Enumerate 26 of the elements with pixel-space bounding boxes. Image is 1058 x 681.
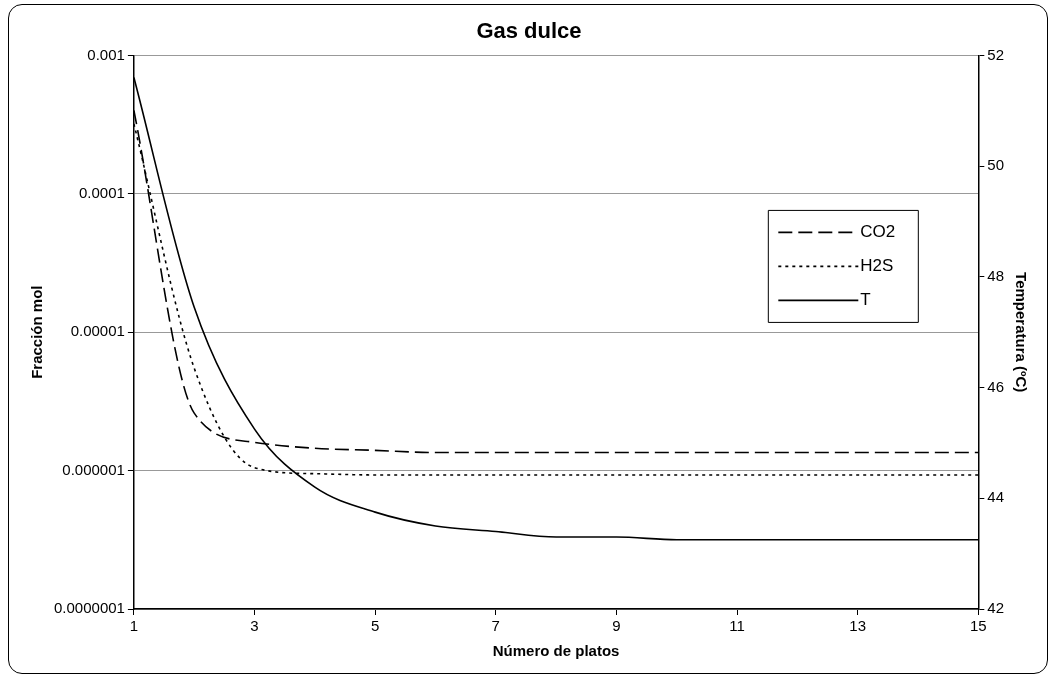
legend-label: CO2	[860, 222, 896, 242]
x-tick-label: 13	[849, 617, 867, 635]
y-tick-label: 0.000001	[62, 460, 125, 478]
x-tick-label: 7	[491, 617, 500, 635]
y-tick-label: 0.0001	[79, 183, 125, 201]
y2-tick-label: 46	[987, 377, 1004, 395]
x-tick-label: 15	[969, 617, 987, 635]
y2-tick-label: 44	[987, 488, 1004, 506]
y2-tick-label: 50	[987, 156, 1004, 174]
x-axis-title: Número de platos	[492, 642, 620, 660]
y-axis-title: Fracción mol	[28, 285, 46, 379]
x-tick-label: 9	[612, 617, 621, 635]
x-tick-label: 5	[370, 617, 380, 635]
y-tick-label: 0.00001	[70, 322, 125, 340]
y-tick-label: 0.001	[87, 45, 125, 63]
y-tick-label: 0.0000001	[54, 599, 125, 617]
y2-axis-title: Temperatura (ºC)	[1012, 272, 1030, 393]
x-tick-label: 11	[729, 617, 745, 635]
legend-label: H2S	[860, 256, 894, 276]
legend-label: T	[860, 290, 871, 310]
y2-tick-label: 48	[987, 266, 1004, 284]
x-tick-label: 3	[250, 617, 259, 635]
x-tick-label: 1	[129, 617, 139, 635]
chart-title: Gas dulce	[476, 18, 582, 44]
y2-tick-label: 42	[987, 599, 1004, 617]
y2-tick-label: 52	[987, 45, 1004, 63]
